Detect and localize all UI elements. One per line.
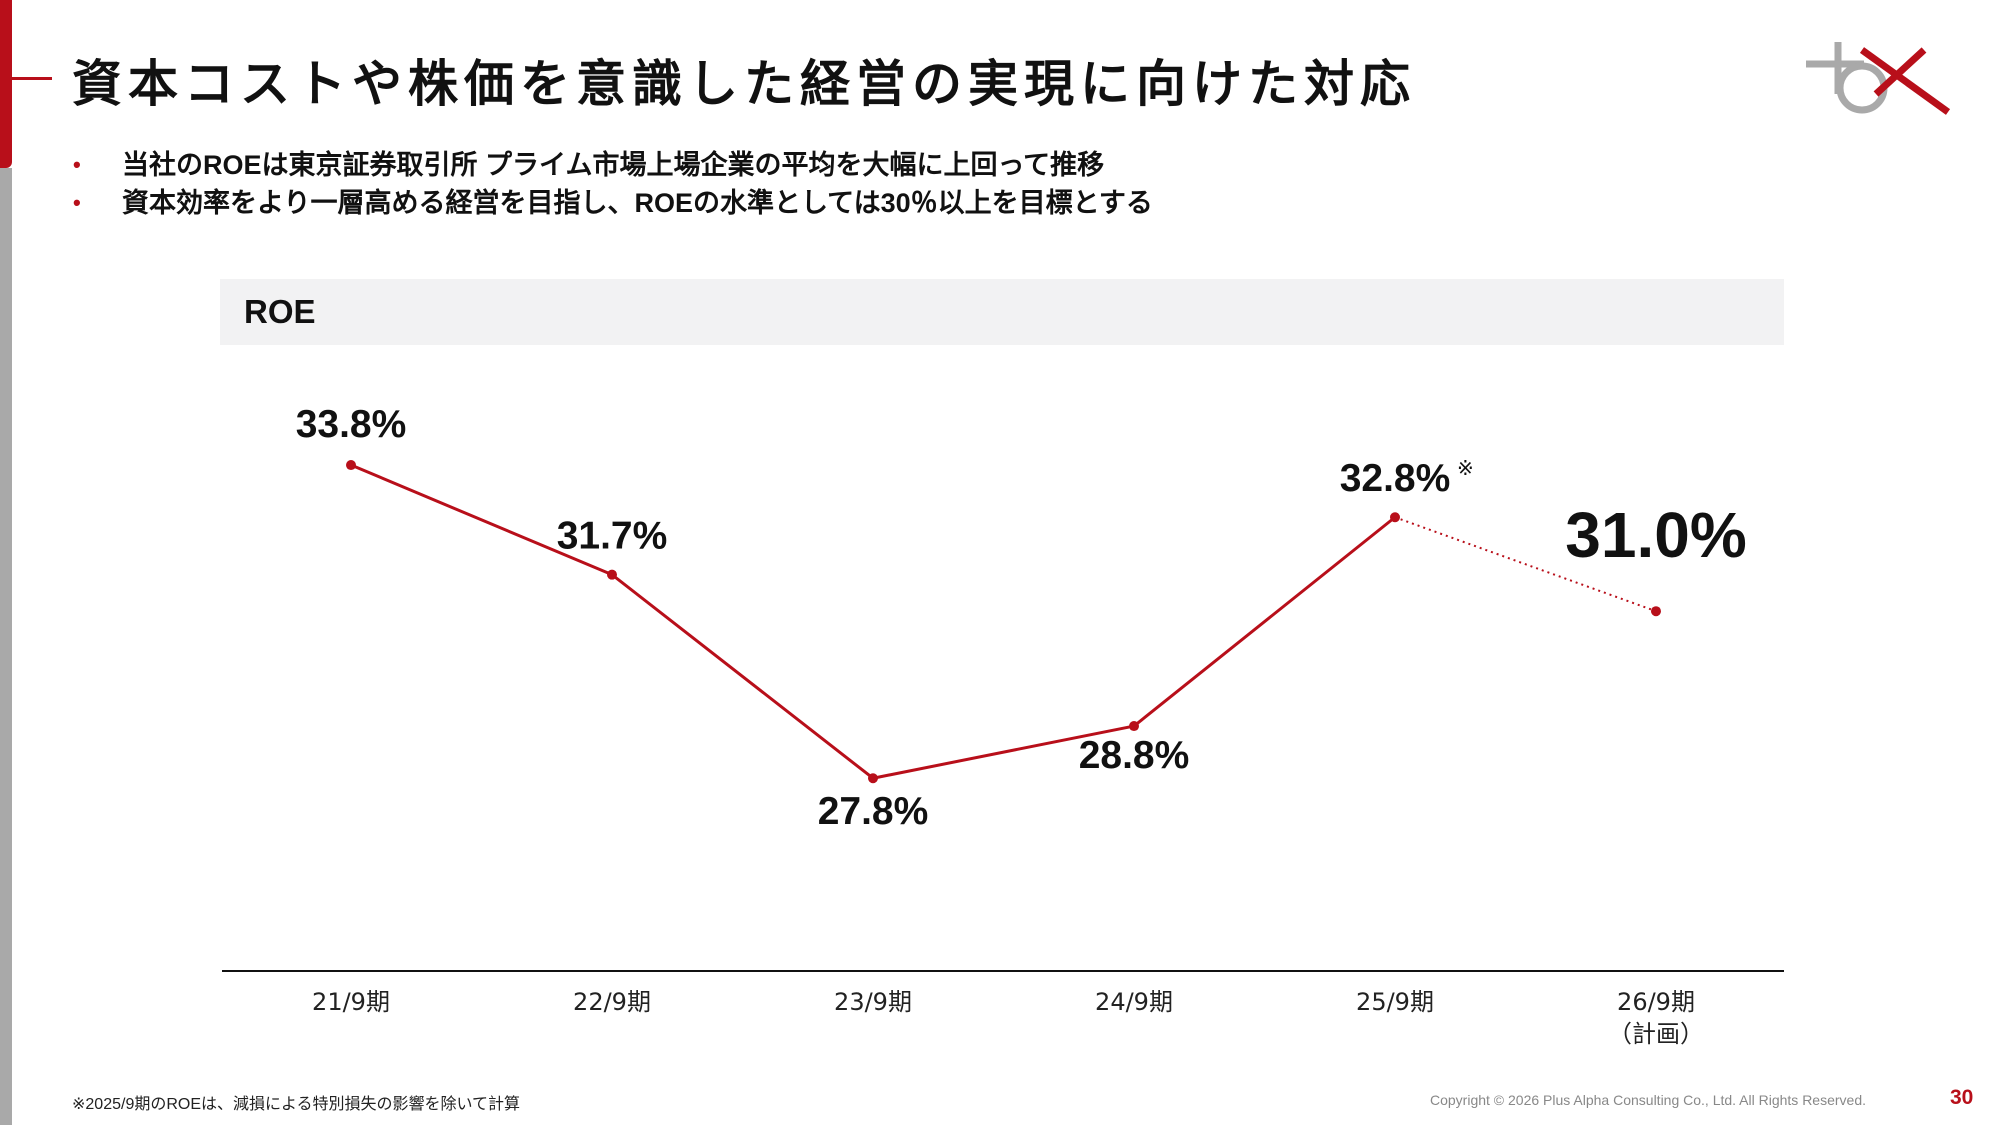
bullet-dot-icon: • bbox=[73, 152, 81, 177]
data-point bbox=[607, 569, 617, 580]
data-label: 31.7% bbox=[557, 515, 668, 558]
page-number: 30 bbox=[1950, 1086, 1974, 1109]
accent-bar bbox=[0, 0, 12, 168]
data-point bbox=[1651, 606, 1661, 617]
title-rule bbox=[0, 77, 52, 80]
x-tick-sublabel: （計画） bbox=[1608, 1020, 1704, 1048]
bullet-text: 資本効率をより一層高める経営を目指し、ROEの水準としては30％以上を目標とする bbox=[122, 188, 1153, 218]
data-label: 27.8% bbox=[818, 790, 929, 833]
chart-title-band: ROE bbox=[220, 279, 1784, 345]
data-label: 31.0% bbox=[1565, 499, 1746, 571]
data-label: 32.8% bbox=[1340, 457, 1451, 500]
x-tick-label: 24/9期 bbox=[1095, 988, 1173, 1016]
data-label: 28.8% bbox=[1079, 734, 1190, 777]
summary-bullets: • 当社のROEは東京証券取引所 プライム市場上場企業の平均を大幅に上回って推移 … bbox=[70, 146, 1153, 222]
copyright: Copyright © 2026 Plus Alpha Consulting C… bbox=[1430, 1092, 1866, 1108]
data-label-note-mark: ※ bbox=[1457, 456, 1474, 480]
data-point bbox=[868, 773, 878, 784]
series-line-projected bbox=[1394, 516, 1657, 613]
bullet-dot-icon: • bbox=[73, 190, 81, 215]
data-label: 33.8% bbox=[296, 403, 407, 446]
x-tick-label: 23/9期 bbox=[834, 988, 912, 1016]
chart-title: ROE bbox=[244, 293, 316, 330]
footnote: ※2025/9期のROEは、減損による特別損失の影響を除いて計算 bbox=[72, 1096, 521, 1113]
x-tick-label: 26/9期 bbox=[1617, 988, 1695, 1016]
page-title: 資本コストや株価を意識した経営の実現に向けた対応 bbox=[72, 56, 1416, 112]
series-line-actual bbox=[350, 463, 1396, 780]
bullet-item: • 資本効率をより一層高める経営を目指し、ROEの水準としては30％以上を目標とす… bbox=[70, 184, 1153, 222]
bullet-item: • 当社のROEは東京証券取引所 プライム市場上場企業の平均を大幅に上回って推移 bbox=[70, 146, 1153, 184]
company-logo-icon bbox=[1806, 42, 1951, 115]
data-point bbox=[1129, 721, 1139, 732]
x-tick-label: 22/9期 bbox=[573, 988, 651, 1016]
side-bar bbox=[0, 168, 12, 1125]
data-point bbox=[1390, 512, 1400, 523]
bullet-text: 当社のROEは東京証券取引所 プライム市場上場企業の平均を大幅に上回って推移 bbox=[122, 150, 1105, 180]
data-point bbox=[346, 460, 356, 471]
x-tick-label: 21/9期 bbox=[312, 988, 390, 1016]
x-tick-label: 25/9期 bbox=[1356, 988, 1434, 1016]
